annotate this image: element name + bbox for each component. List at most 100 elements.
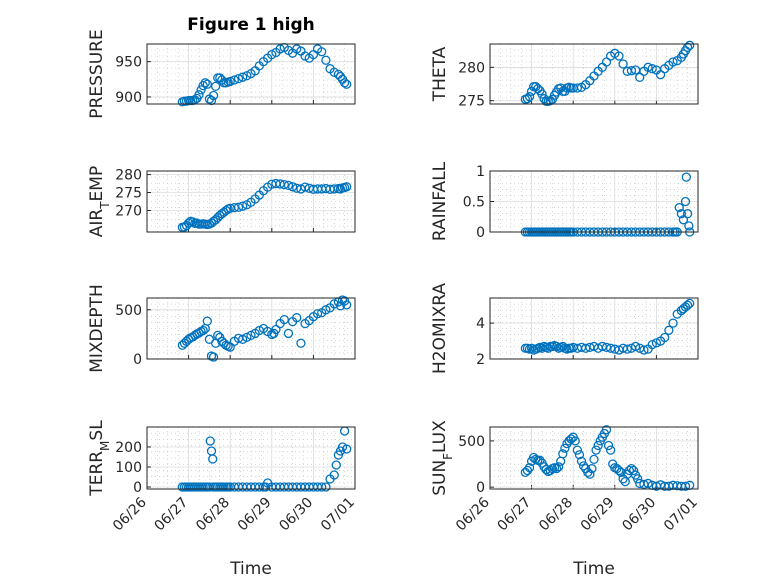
data-point [522, 94, 533, 104]
data-point [601, 342, 612, 352]
series-mixdepth [177, 295, 352, 362]
data-point [576, 456, 587, 466]
x-axis-label-right: Time [572, 559, 615, 579]
data-point [585, 469, 595, 479]
data-point [685, 40, 695, 50]
data-point [560, 443, 570, 453]
series-terr-msl [177, 426, 352, 492]
data-point [283, 180, 294, 191]
data-point [626, 66, 637, 76]
subplot-theta: 275 280 THETA [430, 40, 699, 110]
data-point [225, 76, 235, 87]
data-point [329, 470, 339, 480]
y-tick-label: 275 [115, 186, 142, 202]
data-point [188, 217, 198, 227]
x-axis-label-left: Time [229, 559, 272, 579]
y-tick-label: 280 [115, 168, 142, 184]
y-axis-label: AIRTEMP [87, 166, 112, 237]
data-point [633, 474, 643, 484]
data-point [643, 478, 653, 489]
y-tick-label: 0 [133, 352, 142, 368]
y-tick-label: 275 [458, 94, 485, 110]
data-point [639, 345, 649, 355]
series-h2omixra [520, 298, 695, 355]
subplot-rainfall: 0 0.5 1 RAINFALL [430, 161, 699, 241]
y-tick-label: 1 [476, 164, 485, 180]
data-point [597, 341, 607, 352]
y-tick-label: 900 [115, 90, 142, 106]
data-point [238, 72, 248, 82]
data-point [558, 449, 568, 459]
x-tick-label: 06/30 [619, 495, 659, 535]
data-point [229, 75, 240, 85]
data-point [321, 482, 331, 492]
y-tick-label: 0 [476, 480, 485, 496]
data-point [238, 201, 248, 211]
data-point [684, 221, 694, 231]
y-tick-label: 0.5 [463, 195, 485, 211]
subplot-pressure: 900 950 PRESSURE [87, 29, 356, 119]
y-tick-label: 0 [133, 480, 142, 496]
data-point [194, 90, 204, 100]
data-point [208, 352, 219, 362]
figure-title: Figure 1 high [187, 15, 315, 35]
subplot-h2omixra: 2 4 H2OMIXRA [430, 283, 699, 374]
data-point [312, 309, 323, 319]
data-point [605, 343, 616, 353]
data-point [317, 482, 327, 492]
y-axis-label: RAINFALL [430, 161, 450, 241]
axes-frame [489, 170, 699, 233]
data-point [198, 325, 208, 336]
data-point [651, 338, 662, 348]
data-point [676, 209, 687, 219]
data-point [553, 462, 564, 472]
y-axis-label: THETA [430, 46, 450, 102]
y-tick-label: 200 [115, 440, 142, 456]
axes-frame [489, 297, 699, 360]
series-pressure [177, 42, 352, 107]
data-point [678, 215, 689, 225]
data-point [664, 325, 674, 335]
data-point [198, 80, 208, 91]
data-point [300, 182, 310, 192]
data-point [205, 436, 215, 446]
data-point [233, 202, 244, 212]
data-point [551, 341, 562, 352]
data-point [668, 318, 678, 328]
y-axis-label: TERRMSL [87, 420, 112, 497]
data-point [603, 440, 614, 451]
data-point [630, 341, 641, 352]
data-point [535, 455, 545, 465]
data-point [570, 436, 580, 446]
x-tick-label: 06/28 [536, 495, 576, 535]
data-point [342, 79, 352, 89]
data-point [296, 338, 306, 348]
data-point [342, 300, 352, 310]
data-point [196, 85, 206, 95]
data-point [578, 461, 589, 471]
data-point [593, 440, 603, 451]
data-point [537, 343, 547, 353]
y-tick-label: 950 [115, 55, 142, 71]
data-point [342, 182, 352, 192]
data-point [279, 314, 289, 325]
data-point [680, 196, 691, 207]
x-tick-label: 06/29 [578, 495, 618, 535]
data-point [279, 179, 289, 190]
subplot-mixdepth: 0 500 MIXDEPTH [87, 284, 356, 373]
data-point [624, 465, 635, 476]
data-point [543, 343, 553, 353]
data-point [200, 78, 210, 88]
data-point [591, 445, 601, 455]
data-point [572, 83, 583, 93]
data-point [618, 59, 628, 69]
data-point [321, 55, 331, 65]
y-tick-label: 2 [476, 352, 485, 368]
data-point [682, 209, 693, 219]
data-point [616, 467, 626, 477]
data-point [685, 298, 695, 309]
data-point [605, 445, 616, 455]
